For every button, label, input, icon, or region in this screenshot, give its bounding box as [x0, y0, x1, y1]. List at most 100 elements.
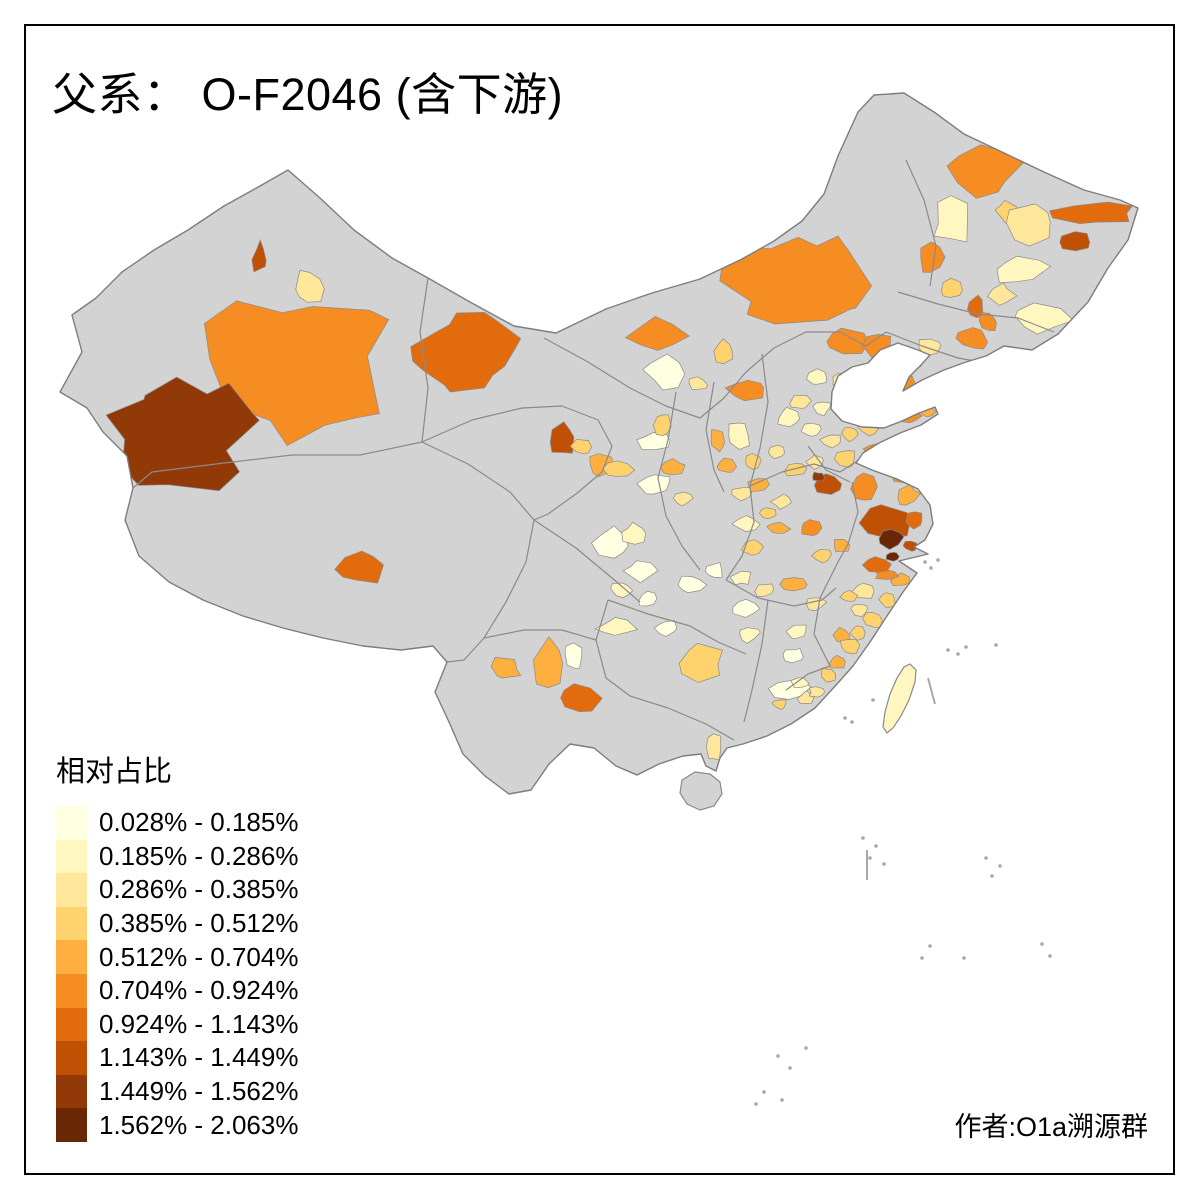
legend-swatch [56, 973, 87, 1008]
map-region-honghe [560, 683, 603, 713]
map-region-qiandongnan [678, 643, 723, 683]
legend-swatch [56, 873, 87, 907]
island-dot [923, 560, 927, 564]
map-region-leshan-pale [610, 582, 634, 598]
map-region-hotan [105, 376, 260, 492]
map-region-hulunbuir [719, 235, 873, 325]
island-dot [998, 864, 1002, 868]
map-region-xiamen [821, 667, 836, 683]
map-region-cangzhou-pale [812, 401, 831, 417]
map-region-lhasa [334, 550, 384, 584]
map-region-yichang-pale [729, 570, 752, 586]
hainan-island [679, 771, 723, 811]
map-region-enshi-pale [705, 562, 723, 578]
map-region-shijiazhuang-pale [777, 406, 800, 428]
map-region-nantong [905, 511, 923, 530]
map-region-qinghai-east-dark [549, 421, 575, 454]
map-region-xilingol [624, 315, 690, 351]
map-region-jinan [819, 434, 841, 449]
legend-swatch [56, 906, 87, 941]
map-region-baicheng [940, 277, 963, 298]
island-dot [962, 956, 966, 960]
legend-item: 1.143% - 1.449% [56, 1041, 298, 1075]
map-region-taizhou-zj [878, 592, 896, 609]
map-region-wuhan [779, 577, 808, 592]
legend-title: 相对占比 [56, 756, 173, 788]
map-region-baoshan [490, 657, 522, 679]
map-region-shanxi-pale [728, 422, 750, 450]
map-region-chongqing-pale [677, 575, 708, 594]
map-region-zhumadian [759, 507, 777, 520]
legend-label: 0.028% - 0.185% [99, 807, 299, 838]
island-dot [1048, 954, 1052, 958]
legend-label: 0.286% - 0.385% [99, 874, 299, 905]
map-region-shuangyashan [1059, 231, 1091, 252]
island-dot [946, 648, 950, 652]
map-region-urumqi [295, 269, 325, 303]
map-region-fuzhou [839, 639, 861, 654]
island-dot [964, 645, 968, 649]
map-region-yueyang-pale [732, 598, 761, 618]
map-region-xingan [920, 241, 946, 273]
map-region-yancheng [897, 484, 922, 506]
map-region-jian-pale [785, 624, 807, 640]
map-region-yangzhou [850, 472, 878, 501]
legend-item: 0.704% - 0.924% [56, 973, 299, 1008]
legend-swatch [56, 1074, 87, 1109]
legend-label: 0.924% - 1.143% [99, 1008, 299, 1039]
island-dot [936, 558, 940, 562]
map-region-dali [533, 636, 563, 689]
map-region-hengyang-pale [739, 627, 761, 644]
map-region-qingyang [672, 491, 694, 507]
map-region-beijing-pale [805, 368, 828, 385]
map-region-hohhot-pale [688, 376, 709, 390]
map-region-liaoyang [910, 355, 923, 367]
map-region-chifeng [826, 327, 869, 355]
map-region-suihua-pale [1006, 203, 1051, 247]
map-region-luoyang [731, 487, 753, 502]
island-dot [928, 944, 932, 948]
island-dot [929, 566, 933, 570]
island-dot [871, 698, 875, 702]
map-region-linyi [833, 450, 855, 468]
island-dot [788, 1066, 792, 1070]
legend-swatch [56, 940, 87, 974]
map-region-suzhou-core [878, 528, 905, 551]
map-region-jiuquan [410, 312, 522, 393]
island-dot [780, 1098, 784, 1102]
prefecture-regions [105, 144, 1133, 761]
map-region-zhoukou [769, 493, 792, 510]
island-dot [850, 720, 854, 724]
legend-item: 0.028% - 0.185% [56, 806, 298, 840]
map-region-lishui [850, 603, 868, 617]
map-region-zunyi-pale [594, 617, 638, 636]
map-region-jingzhou [754, 583, 775, 597]
map-region-dongguan [771, 699, 787, 710]
legend-label: 0.704% - 0.924% [99, 975, 299, 1006]
map-region-jiaxing-core [885, 551, 900, 562]
map-region-pingliang-pale [636, 474, 671, 495]
map-region-yanbian-pale [987, 282, 1018, 306]
legend-swatch [56, 1007, 87, 1042]
map-region-anqing [811, 548, 832, 564]
island-dot [984, 856, 988, 860]
map-region-dezhou-pale [800, 422, 822, 437]
legend-label: 0.185% - 0.286% [99, 840, 299, 871]
map-region-karamay [251, 238, 267, 273]
legend-swatch [56, 1108, 87, 1142]
island-chain-line [927, 677, 936, 705]
island-dot [994, 643, 998, 647]
map-region-hefei [801, 519, 823, 536]
taiwan-island [882, 663, 917, 734]
island-dot [868, 856, 872, 860]
island-dot [874, 844, 878, 848]
island-dot [754, 1102, 758, 1106]
map-region-zhangjiakou [713, 338, 733, 364]
map-region-quanzhou [829, 654, 846, 669]
map-region-shanghai [902, 540, 917, 552]
island-dot [990, 874, 994, 878]
map-region-shaoxing [875, 569, 900, 580]
map-region-lvliang [710, 429, 725, 453]
map-region-hangzhou [861, 556, 892, 573]
map-region-dandong [955, 327, 989, 350]
